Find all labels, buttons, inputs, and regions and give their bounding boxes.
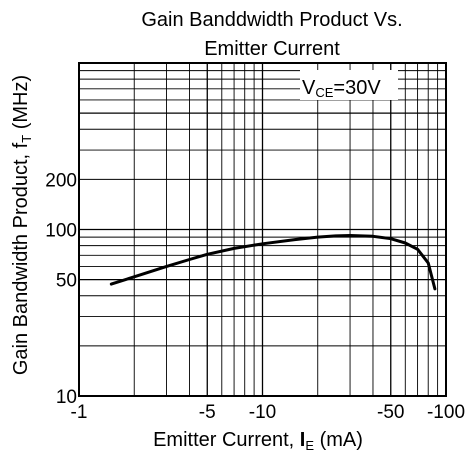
annotation-background [300, 70, 398, 100]
y-tick-label: 50 [56, 271, 77, 292]
y-axis-label: Gain Bandwidth Product, fT (MHz) [10, 75, 34, 375]
annotation-prefix: V [302, 77, 316, 99]
vce-annotation: VCE=30V [300, 70, 398, 100]
annotation-subscript: CE [315, 85, 333, 100]
y-tick-label: 10 [56, 387, 77, 408]
x-axis-label-subscript: E [305, 438, 314, 453]
y-tick-labels: 10 50 100 200 [45, 170, 77, 408]
annotation-text: VCE=30V [302, 77, 381, 100]
grid [79, 63, 446, 396]
x-tick-labels: -1 -5 -10 -50 -100 [71, 402, 465, 423]
annotation-value: =30V [333, 77, 381, 99]
x-tick-label: -50 [377, 402, 404, 423]
y-tick-label: 100 [45, 221, 77, 242]
x-tick-label: -100 [427, 402, 465, 423]
x-tick-label: -5 [199, 402, 216, 423]
series-layer [109, 234, 437, 291]
chart-title-line-2: Emitter Current [204, 38, 340, 60]
y-axis-label-unit: (MHz) [10, 75, 32, 135]
x-tick-label: -1 [71, 402, 88, 423]
y-tick-label: 200 [45, 170, 77, 191]
y-axis-label-symbol: f [10, 142, 32, 148]
x-axis-label-text: Emitter Current, [153, 429, 300, 451]
y-axis-label-text: Gain Bandwidth Product, [10, 148, 32, 375]
y-axis-label-subscript: T [19, 135, 34, 143]
x-axis-label-symbol: I [300, 429, 306, 451]
x-tick-label: -10 [249, 402, 276, 423]
x-axis-label-unit: (mA) [314, 429, 363, 451]
chart-title-line-1: Gain Banddwidth Product Vs. [141, 9, 402, 31]
x-axis-label: Emitter Current, IE (mA) [153, 429, 363, 453]
series-line [109, 234, 437, 291]
plot-frame [78, 62, 447, 397]
